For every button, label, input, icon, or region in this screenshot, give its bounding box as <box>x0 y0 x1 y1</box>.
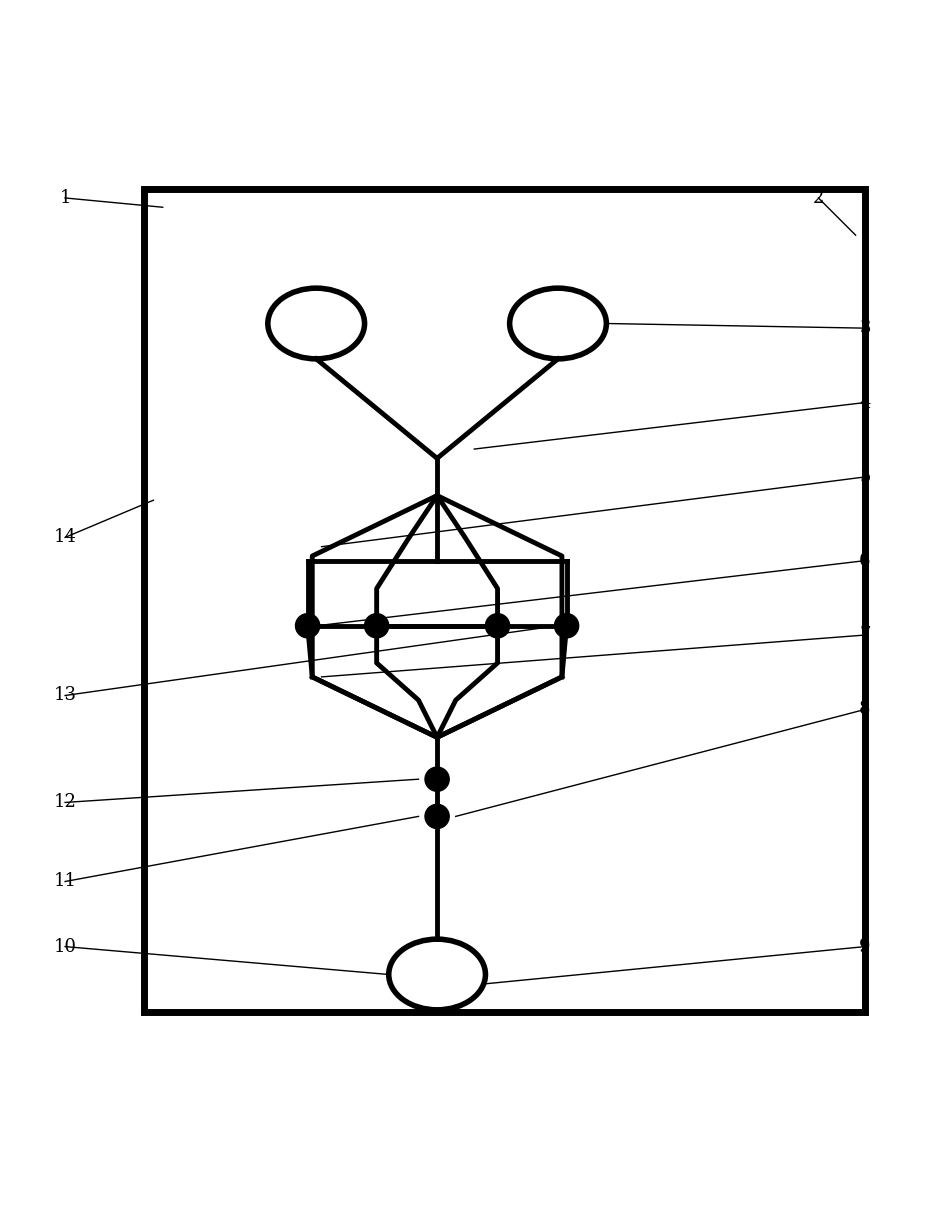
Text: 8: 8 <box>859 700 870 718</box>
Text: 12: 12 <box>54 793 76 811</box>
Circle shape <box>485 613 510 637</box>
Circle shape <box>365 613 389 637</box>
Text: 10: 10 <box>54 937 76 956</box>
Text: 11: 11 <box>54 872 76 890</box>
Circle shape <box>425 804 449 829</box>
Text: 3: 3 <box>859 319 870 337</box>
Circle shape <box>296 613 320 637</box>
Text: 9: 9 <box>859 937 870 956</box>
Circle shape <box>425 768 449 792</box>
Text: 13: 13 <box>54 687 76 705</box>
Text: 1: 1 <box>60 189 71 207</box>
Text: 2: 2 <box>813 189 824 207</box>
Circle shape <box>554 613 578 637</box>
Text: 5: 5 <box>859 468 870 486</box>
Text: 14: 14 <box>54 529 76 546</box>
Text: 4: 4 <box>859 394 870 412</box>
Text: 6: 6 <box>859 552 870 570</box>
Bar <box>144 189 865 1012</box>
Text: 7: 7 <box>859 627 870 643</box>
